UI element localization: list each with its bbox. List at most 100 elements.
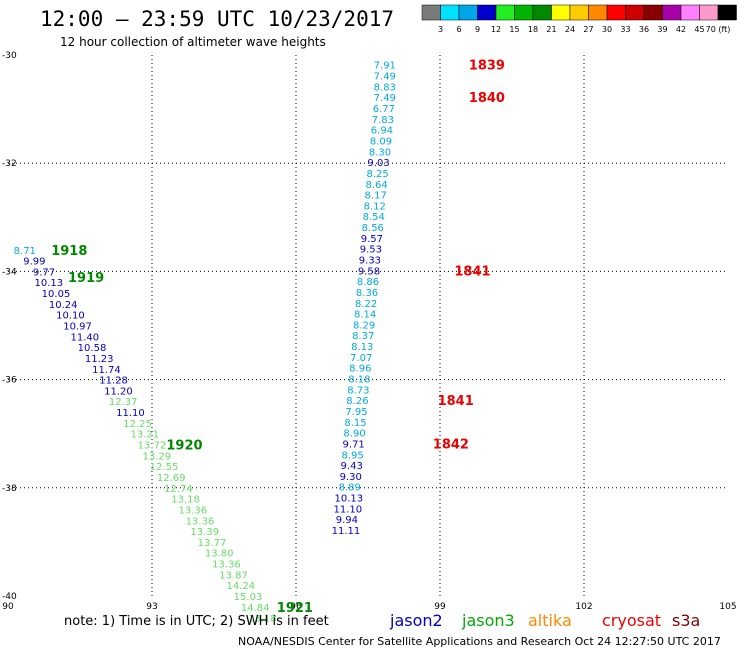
satellite-legend: jason2 jason3 altika cryosat s3a xyxy=(389,611,700,630)
swh-value: 8.26 xyxy=(346,396,368,407)
swh-value: 10.97 xyxy=(63,322,92,333)
swh-value: 7.49 xyxy=(374,93,396,104)
scale-label: 12 xyxy=(491,25,501,34)
swh-value: 11.10 xyxy=(334,504,363,515)
x-tick-label: 99 xyxy=(434,602,446,612)
swh-value: 9.57 xyxy=(361,234,383,245)
scale-swatch xyxy=(699,4,719,21)
y-tick-label: -36 xyxy=(2,376,17,386)
swh-value: 11.10 xyxy=(116,408,145,419)
scale-label: 18 xyxy=(528,25,538,34)
swh-value: 13.18 xyxy=(171,495,200,506)
scale-label: 36 xyxy=(639,25,649,34)
swh-value: 12.37 xyxy=(109,397,138,408)
swh-value: 13.72 xyxy=(138,441,167,452)
swh-value: 13.36 xyxy=(212,560,241,571)
swh-value: 7.91 xyxy=(374,61,396,72)
swh-value: 9.94 xyxy=(336,515,358,526)
time-label: 1918 xyxy=(51,244,87,259)
swh-value: 13.77 xyxy=(198,538,227,549)
wave-height-points: 7.917.498.837.496.777.836.948.098.309.03… xyxy=(14,61,396,625)
swh-value: 12.25 xyxy=(123,419,152,430)
legend-entry: jason2 xyxy=(389,611,443,630)
swh-value: 8.86 xyxy=(357,277,379,288)
swh-value: 10.13 xyxy=(334,494,363,505)
swh-value: 9.33 xyxy=(359,255,381,266)
swh-value: 11.20 xyxy=(104,386,133,397)
legend-entry: jason3 xyxy=(461,611,515,630)
swh-value: 13.87 xyxy=(219,570,248,581)
scale-label: 6 xyxy=(456,25,461,34)
swh-value: 9.03 xyxy=(367,158,389,169)
scale-swatch xyxy=(551,4,571,21)
scale-label: 27 xyxy=(583,25,593,34)
swh-value: 14.84 xyxy=(241,603,270,614)
axis-ticks: 90 93 96 99 102 105 -30 -32 -34 -36 -38 -40 xyxy=(2,51,737,612)
swh-value: 10.13 xyxy=(34,278,63,289)
scale-swatch xyxy=(717,4,737,21)
time-label: 1920 xyxy=(166,439,202,454)
scale-swatch xyxy=(477,4,497,21)
swh-value: 10.24 xyxy=(49,300,78,311)
swh-value: 8.13 xyxy=(351,342,373,353)
time-label: 1839 xyxy=(469,59,505,74)
y-tick-label: -38 xyxy=(2,484,17,494)
time-label: 1841 xyxy=(438,394,474,409)
footer-credit: NOAA/NESDIS Center for Satellite Applica… xyxy=(238,635,721,648)
scale-swatch xyxy=(458,4,478,21)
scale-swatch xyxy=(532,4,552,21)
y-tick-label: -34 xyxy=(2,267,17,277)
scale-label: 21 xyxy=(546,25,556,34)
scale-label: 45 xyxy=(694,25,704,34)
x-tick-label: 90 xyxy=(2,602,14,612)
swh-value: 10.05 xyxy=(42,289,71,300)
scale-swatch xyxy=(440,4,460,21)
legend-entry: altika xyxy=(528,611,572,630)
swh-value: 9.77 xyxy=(33,267,55,278)
time-label: 1842 xyxy=(433,437,469,452)
swh-value: 8.36 xyxy=(356,288,378,299)
scale-label: 9 xyxy=(475,25,480,34)
swh-value: 8.29 xyxy=(353,320,375,331)
swh-value: 11.74 xyxy=(92,365,121,376)
legend-entry: cryosat xyxy=(602,611,661,630)
swh-value: 8.25 xyxy=(366,169,388,180)
swh-value: 8.22 xyxy=(355,299,377,310)
legend-entry: s3a xyxy=(672,611,700,630)
scale-label: 3 xyxy=(438,25,443,34)
scale-swatch xyxy=(495,4,515,21)
scale-label: 42 xyxy=(676,25,686,34)
swh-value: 8.64 xyxy=(366,180,388,191)
swh-value: 10.58 xyxy=(78,343,107,354)
swh-value: 12.69 xyxy=(157,473,186,484)
scale-swatch xyxy=(588,4,608,21)
swh-value: 11.11 xyxy=(332,526,361,537)
swh-value: 6.94 xyxy=(371,126,393,137)
swh-value: 13.29 xyxy=(142,451,171,462)
swh-value: 9.58 xyxy=(358,266,380,277)
scale-label: 30 xyxy=(602,25,612,34)
scale-label: 39 xyxy=(657,25,667,34)
swh-value: 7.83 xyxy=(372,115,394,126)
swh-value: 11.40 xyxy=(70,332,99,343)
y-tick-label: -30 xyxy=(2,51,17,61)
swh-value: 9.99 xyxy=(23,257,45,268)
x-tick-label: 96 xyxy=(290,602,302,612)
scale-swatch xyxy=(606,4,626,21)
time-label: 1841 xyxy=(454,264,490,279)
swh-value: 8.12 xyxy=(364,201,386,212)
swh-value: 8.18 xyxy=(348,375,370,386)
scale-swatch xyxy=(514,4,534,21)
swh-value: 14.24 xyxy=(226,581,255,592)
swh-value: 8.96 xyxy=(349,364,371,375)
swh-value: 9.53 xyxy=(360,245,382,256)
swh-value: 7.95 xyxy=(345,407,367,418)
scale-swatch xyxy=(662,4,682,21)
chart-title: 12:00 – 23:59 UTC 10/23/2017 xyxy=(40,7,394,31)
scale-label: 24 xyxy=(565,25,575,34)
swh-value: 12.74 xyxy=(164,484,193,495)
scale-label: 33 xyxy=(620,25,630,34)
time-label: 1921 xyxy=(277,601,313,616)
time-label: 1840 xyxy=(469,91,505,106)
